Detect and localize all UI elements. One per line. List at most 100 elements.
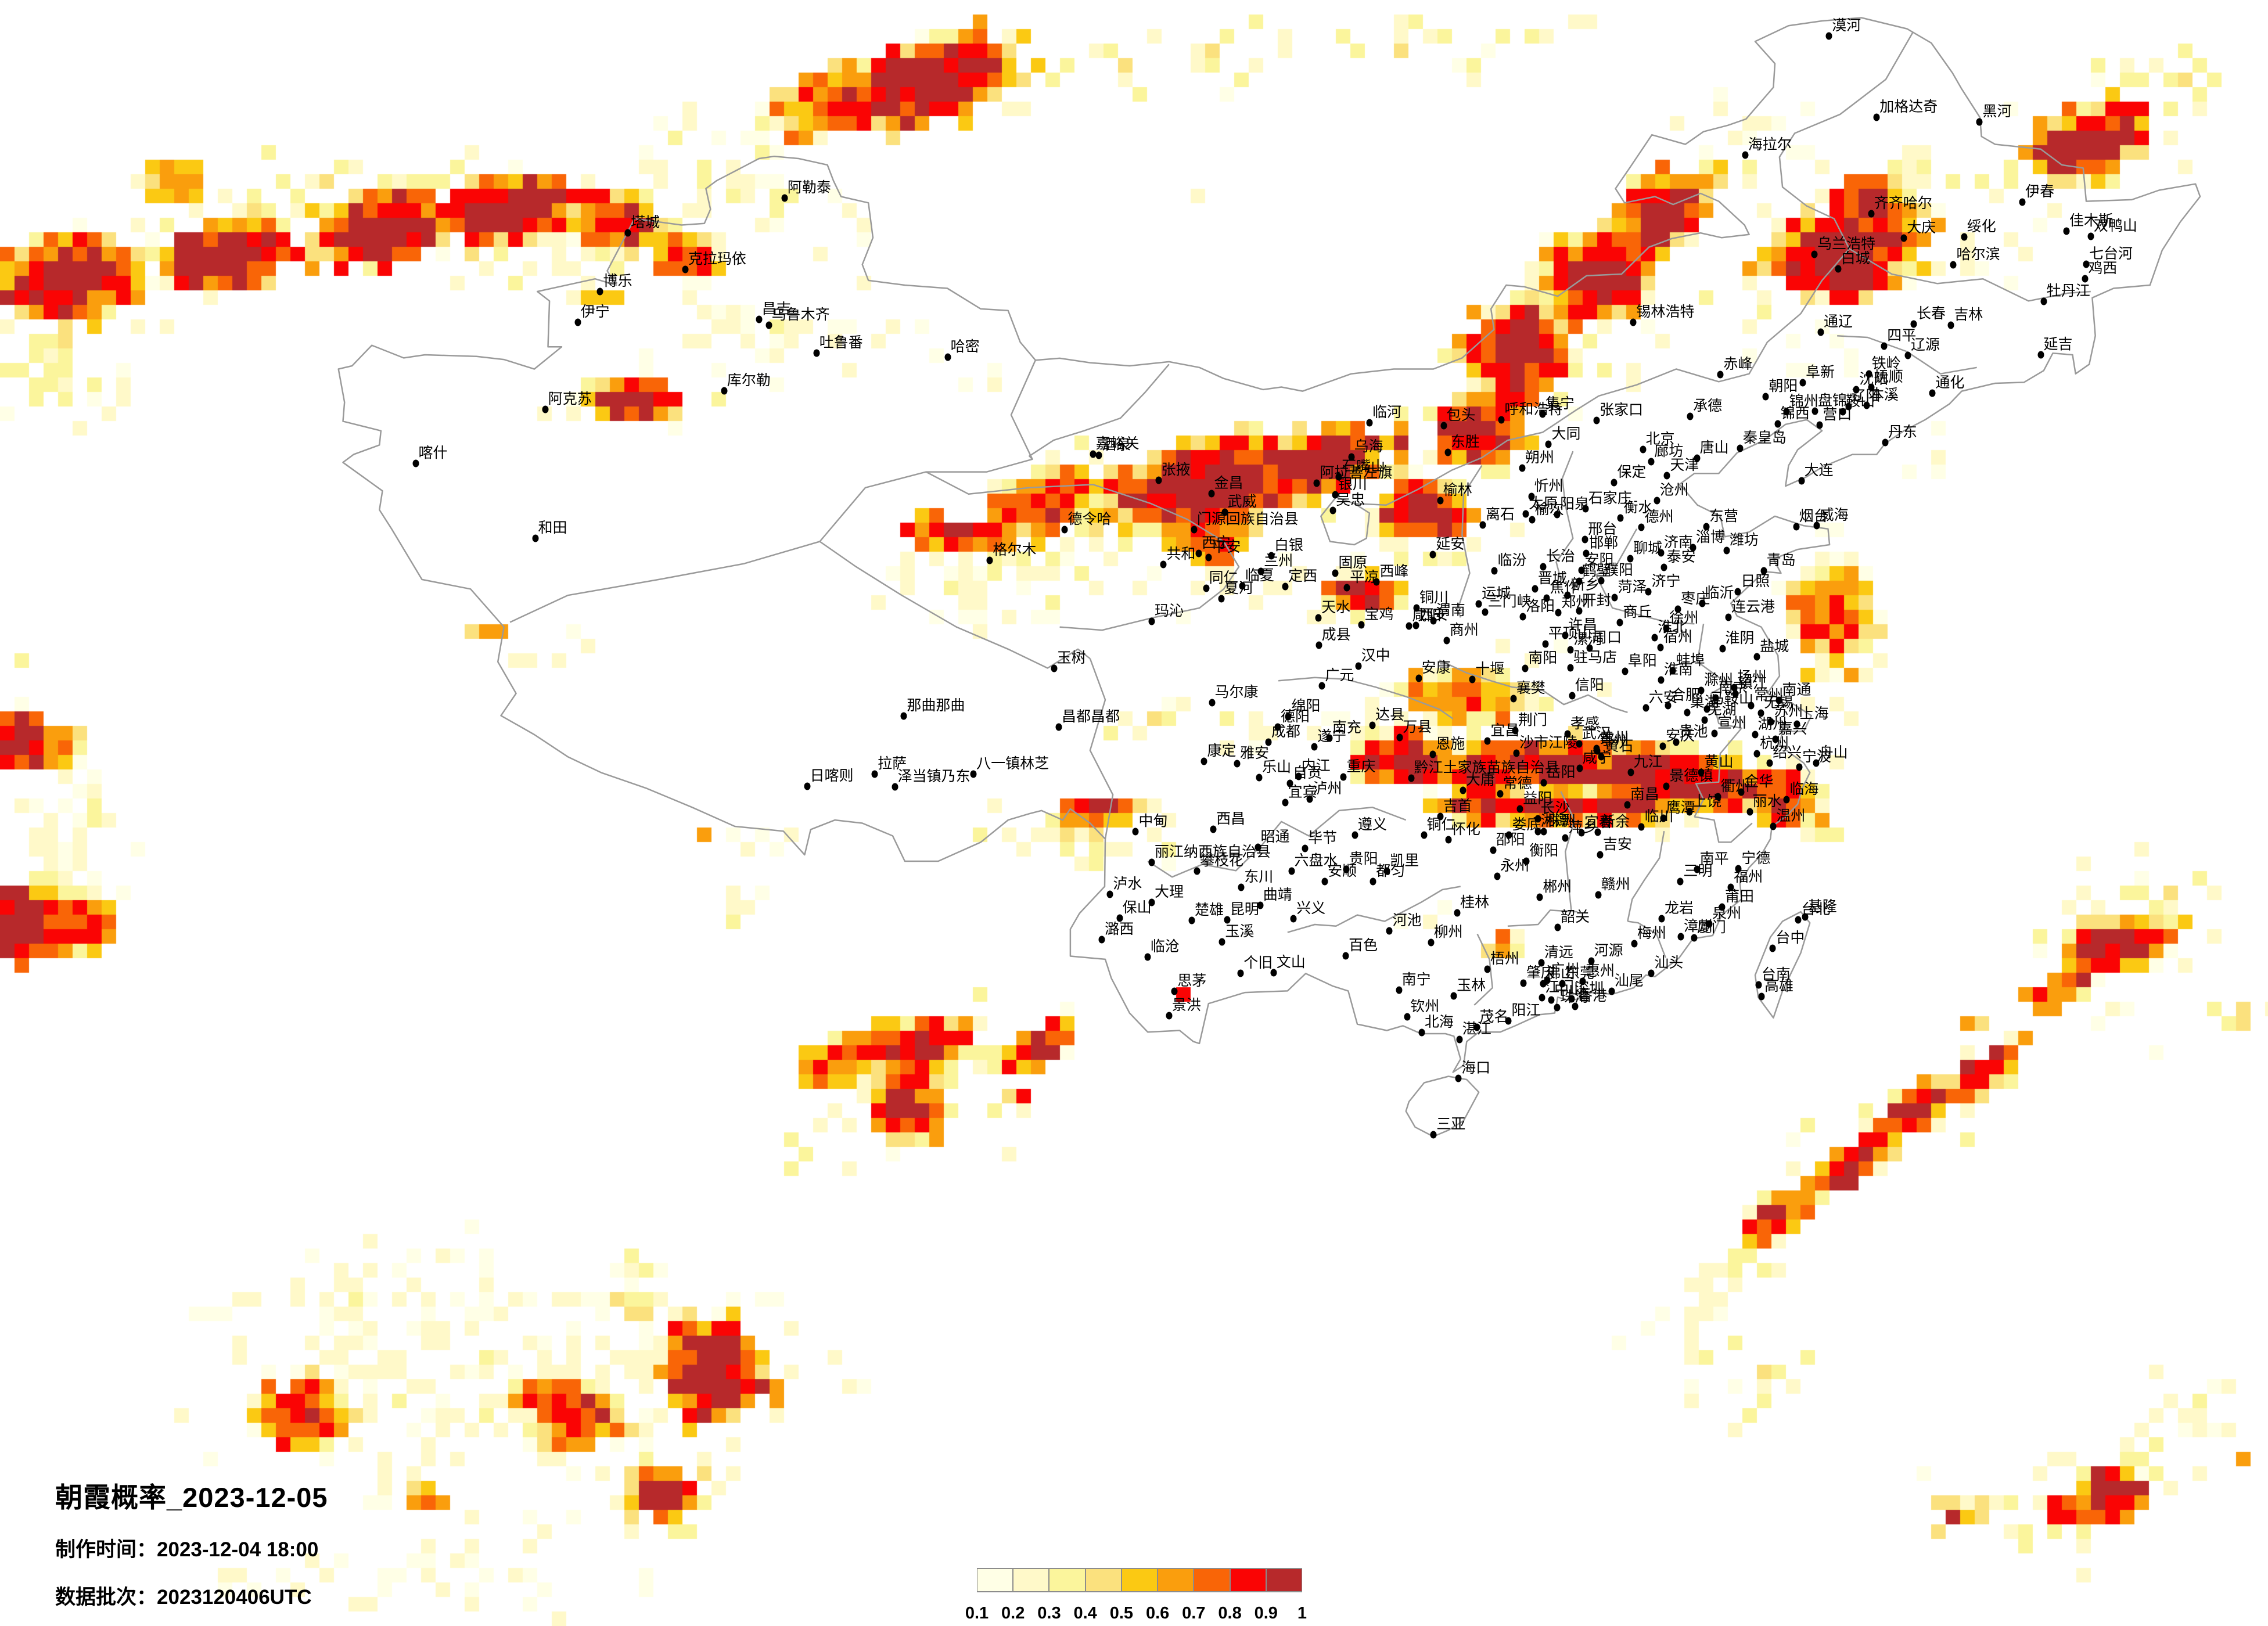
city-label: 渭南 [1436,602,1465,618]
city-dot [2087,232,2094,240]
city-dot [1746,808,1753,816]
city-label: 景德镇 [1669,767,1713,784]
city-label: 鹤壁 [1582,562,1611,579]
city-label: 舟山 [1818,744,1848,761]
city-label: 黔江土家族苗族自治县 [1414,759,1559,776]
city-dot [1719,645,1726,653]
city-dot [1868,210,1875,218]
city-dot [574,318,581,326]
city-dot [1572,1002,1579,1010]
city-label: 香港 [1577,987,1607,1004]
city-dot [1648,969,1655,977]
city-label: 珠海 [1560,989,1590,1006]
city-dot [1440,422,1447,430]
city-label: 威海 [1819,506,1849,523]
city-label: 深圳 [1575,980,1604,997]
city-dot [1576,607,1583,615]
city-dot [1706,920,1713,928]
city-dot [1343,584,1350,592]
city-label: 衡水 [1623,499,1653,516]
city-dot [1674,605,1681,613]
city-label: 承德 [1693,398,1723,415]
city-label: 益阳 [1523,790,1552,807]
city-label: 扬州 [1737,668,1767,685]
city-label: 朝阳 [1769,378,1798,395]
province-border-11 [1837,335,1977,375]
city-dot [1539,994,1545,1002]
city-dot [781,194,788,202]
city-dot [412,459,419,467]
city-dot [1373,578,1380,586]
city-dot [1520,979,1527,987]
city-dot [1950,261,1957,269]
legend-swatch [1158,1568,1194,1592]
city-label: 马尔康 [1214,684,1259,701]
city-label: 周口 [1593,629,1622,646]
city-dot [1758,992,1765,1001]
city-dot [1660,814,1667,822]
city-label: 张掖 [1161,462,1191,479]
city-label: 伊春 [2025,183,2055,200]
city-dot [1313,479,1320,487]
city-label: 六盘水 [1294,852,1338,869]
city-dot [1947,321,1954,329]
city-dot [1256,774,1263,782]
city-label: 太原 [1529,495,1558,512]
city-dot [1813,521,1820,530]
city-dot [1657,643,1664,652]
city-dot [2082,275,2089,283]
city-dot [1106,890,1113,898]
city-dot [1386,927,1393,935]
city-dot [1534,828,1541,836]
city-dot [1209,699,1216,707]
province-border-19 [1694,624,1742,818]
city-label: 天津 [1670,457,1699,474]
city-dot [1332,491,1339,499]
city-dot [1545,440,1552,448]
city-dot [1268,552,1275,560]
legend-value: 0.9 [1254,1604,1278,1623]
city-label: 哈密 [950,338,980,355]
city-dot [1295,772,1302,780]
city-dot [1593,416,1600,425]
city-label: 锡林浩特 [1636,303,1695,320]
city-label: 临沂 [1705,584,1734,601]
city-label: 邢台 [1588,520,1618,537]
city-dot [1288,867,1295,875]
city-dot [1783,796,1790,804]
city-label: 雅安 [1239,745,1269,762]
city-dot [1835,265,1842,273]
city-dot [1523,857,1530,865]
city-label: 泸水 [1113,876,1142,893]
city-label: 本溪 [1869,387,1899,404]
city-label: 塔城 [631,214,660,231]
city-dot [1257,567,1264,575]
city-label: 石家庄 [1588,490,1632,506]
city-label: 新乡 [1570,577,1600,593]
city-label: 温州 [1776,808,1806,824]
city-label: 日喀则 [810,767,854,784]
city-label: 黄州 [1600,730,1629,747]
city-label: 永州 [1500,858,1530,875]
city-dot [1396,986,1403,994]
city-label: 榆林 [1443,482,1472,499]
province-border-6 [1457,465,1483,618]
city-label: 焦作 [1550,579,1579,596]
city-dot [1444,448,1451,456]
city-label: 乌兰浩特 [1817,235,1875,252]
city-label: 宜春 [1584,814,1613,830]
city-dot [1562,631,1569,639]
city-dot [1090,450,1097,458]
city-dot [1687,412,1694,420]
city-dot [1694,865,1701,873]
city-label: 玉溪 [1225,923,1255,940]
city-label: 西宁 [1202,535,1231,552]
city-dot [1554,923,1561,931]
city-label: 台南 [1761,966,1791,983]
city-dot [1144,953,1151,961]
city-dot [1691,934,1698,942]
city-label: 娄底 [1512,816,1541,833]
city-dot [1311,743,1318,751]
city-dot [1321,877,1328,886]
